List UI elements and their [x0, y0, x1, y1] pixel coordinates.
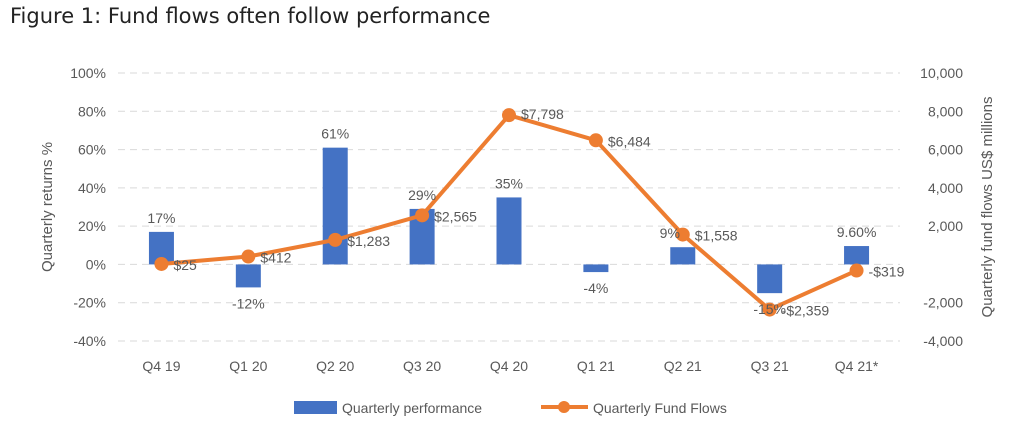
bar	[496, 197, 522, 265]
bar	[844, 246, 870, 265]
line-value-label: -$2,359	[782, 303, 830, 319]
y2-axis-title: Quarterly fund flows US$ millions	[979, 97, 996, 318]
y2-tick-label: 6,000	[928, 142, 963, 158]
legend-swatch-marker	[558, 401, 570, 413]
figure-title: Figure 1: Fund flows often follow perfor…	[10, 4, 491, 28]
legend-label: Quarterly performance	[342, 400, 482, 416]
bar-value-label: 9%	[660, 225, 680, 241]
line-value-label: $2,565	[434, 208, 477, 224]
x-tick-label: Q1 21	[577, 358, 615, 374]
bar	[670, 247, 696, 265]
y2-tick-label: 8,000	[928, 103, 963, 119]
line-value-label: $6,484	[608, 133, 651, 149]
x-tick-label: Q1 20	[229, 358, 267, 374]
x-tick-label: Q4 21*	[835, 358, 879, 374]
y-tick-label: 0%	[86, 256, 106, 272]
bar-value-label: -15%	[753, 301, 786, 317]
bar-value-label: 9.60%	[837, 224, 877, 240]
x-tick-label: Q2 21	[664, 358, 702, 374]
y2-tick-label: 4,000	[928, 180, 963, 196]
x-tick-label: Q4 19	[142, 358, 180, 374]
line-value-label: -$319	[869, 264, 905, 280]
line-value-label: $7,798	[521, 106, 564, 122]
y-axis-title: Quarterly returns %	[39, 142, 56, 272]
x-tick-label: Q3 20	[403, 358, 441, 374]
line-point	[241, 249, 256, 264]
y2-tick-label: -4,000	[923, 333, 963, 349]
bar	[757, 264, 783, 294]
bar	[583, 264, 609, 273]
line-point	[502, 108, 516, 123]
line-point	[588, 133, 603, 148]
y-tick-label: 80%	[78, 103, 106, 119]
line-point	[762, 302, 777, 317]
bar-value-label: -12%	[232, 295, 265, 311]
bar-value-label: 29%	[408, 187, 436, 203]
data-labels: 17% -12% 61% 29% 35% -4% 9% -15% 9.60% $25 $412 $1,…	[147, 106, 904, 318]
x-tick-label: Q2 20	[316, 358, 354, 374]
line-value-label: $25	[173, 257, 197, 273]
bar-value-label: -4%	[583, 280, 608, 296]
line-point	[849, 263, 864, 278]
bar	[235, 264, 261, 288]
bar-value-label: 61%	[321, 126, 349, 142]
line-point	[328, 232, 343, 247]
axes: 100% 10,000 80% 8,000 60% 6,000 40% 4,000 20% 2,0…	[39, 65, 996, 374]
x-tick-label: Q4 20	[490, 358, 528, 374]
line-series	[154, 108, 864, 317]
x-tick-label: Q3 21	[751, 358, 789, 374]
line-value-label: $1,283	[347, 233, 390, 249]
y2-tick-label: 10,000	[920, 65, 963, 81]
legend-swatch-bar	[294, 401, 337, 414]
y2-tick-label: 2,000	[928, 218, 963, 234]
bar	[322, 147, 348, 265]
bar-value-label: 17%	[147, 210, 175, 226]
y-tick-label: 60%	[78, 142, 106, 158]
y2-tick-label: -2,000	[923, 295, 963, 311]
bar-series	[148, 147, 870, 294]
line-point	[415, 208, 430, 223]
y-tick-label: 20%	[78, 218, 106, 234]
line-value-label: $1,558	[695, 228, 738, 244]
y-tick-label: -40%	[73, 333, 106, 349]
y-tick-label: 100%	[70, 65, 106, 81]
line-point	[154, 256, 169, 271]
legend[interactable]: Quarterly performance Quarterly Fund Flow…	[294, 400, 727, 416]
line-value-label: $412	[260, 250, 291, 266]
y-tick-label: -20%	[73, 295, 106, 311]
bar-value-label: 35%	[495, 175, 523, 191]
line-point	[675, 227, 690, 242]
legend-label: Quarterly Fund Flows	[593, 400, 727, 416]
y-tick-label: 40%	[78, 180, 106, 196]
